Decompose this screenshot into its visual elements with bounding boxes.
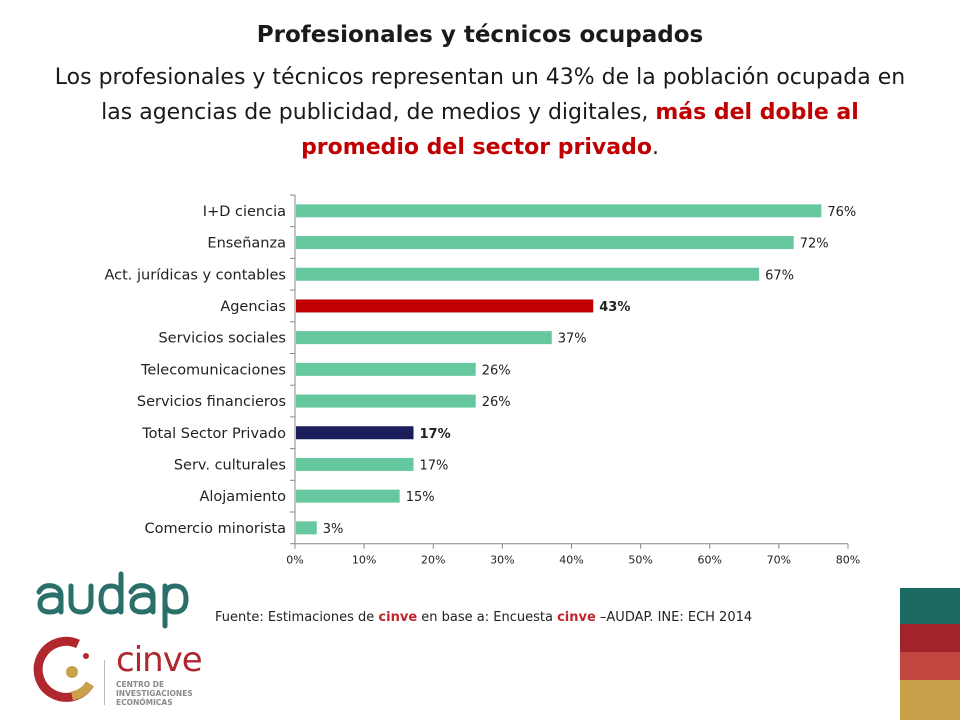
category-label: Telecomunicaciones (140, 362, 286, 378)
data-label: 26% (482, 363, 511, 378)
data-label: 67% (765, 268, 794, 283)
category-label: Act. jurídicas y contables (104, 267, 286, 283)
x-tick-label: 60% (698, 554, 722, 567)
category-label: Alojamiento (199, 489, 286, 505)
subtitle-end: . (651, 135, 659, 160)
data-label: 26% (482, 395, 511, 410)
bar-chart: 0% 10% 20% 30% 40% 50% 60% 70% 80% I+D ciencia 76%… (104, 194, 860, 567)
source-cinve-1: cinve (378, 610, 418, 625)
x-tick-label: 70% (767, 554, 791, 567)
bar (296, 489, 400, 503)
category-label: I+D ciencia (203, 204, 286, 220)
subtitle-highlight: más del doble al promedio del sector pri… (301, 100, 859, 160)
deco-block-gold (900, 680, 960, 720)
bar (296, 331, 552, 345)
bar (296, 236, 794, 250)
source-prefix: Fuente: Estimaciones de (215, 610, 379, 625)
source-suffix: –AUDAP. INE: ECH 2014 (595, 610, 753, 625)
data-label: 72% (800, 237, 829, 252)
bar (296, 362, 476, 376)
deco-block-red (900, 624, 960, 652)
bar (296, 521, 317, 535)
bar (296, 299, 594, 313)
data-label: 17% (420, 427, 451, 442)
x-tick-label: 0% (286, 554, 303, 567)
deco-block-coral (900, 652, 960, 680)
cinve-separator (104, 660, 105, 705)
x-tick-label: 80% (836, 554, 860, 567)
data-label: 17% (420, 458, 449, 473)
x-tick-label: 30% (490, 554, 514, 567)
source-cinve-2: cinve (557, 610, 596, 625)
x-tick-label: 50% (628, 554, 652, 567)
x-tick-label: 40% (559, 554, 583, 567)
data-label: 76% (827, 205, 856, 220)
category-label: Servicios financieros (137, 394, 286, 410)
category-label: Comercio minorista (145, 521, 287, 537)
bar (296, 426, 414, 440)
x-tick-label: 20% (421, 554, 445, 567)
category-label: Agencias (220, 299, 286, 315)
cinve-logo-subtitle: Centro de Investigaciones Económicas (116, 680, 193, 707)
category-label: Serv. culturales (174, 457, 286, 473)
cinve-logo-name: cinve (116, 640, 203, 680)
data-label: 43% (599, 300, 630, 315)
source-middle: en base a: Encuesta (417, 610, 558, 625)
category-label: Enseñanza (207, 236, 286, 252)
bar (296, 267, 760, 281)
x-tick-label: 10% (352, 554, 376, 567)
cinve-logo-mark (33, 636, 94, 702)
data-label: 37% (558, 332, 587, 347)
page-title: Profesionales y técnicos ocupados (256, 22, 704, 48)
data-label: 15% (406, 490, 435, 505)
source-note: Fuente: Estimaciones de cinve en base a:… (215, 610, 835, 625)
bar (296, 457, 414, 471)
category-label: Total Sector Privado (141, 426, 286, 442)
data-label: 3% (323, 522, 344, 537)
bar (296, 204, 822, 218)
subtitle-text: Los profesionales y técnicos representan… (54, 65, 906, 125)
bar (296, 394, 476, 408)
page-subtitle: Los profesionales y técnicos representan… (50, 60, 910, 165)
category-label: Servicios sociales (158, 331, 286, 347)
audap-logo (36, 571, 189, 629)
